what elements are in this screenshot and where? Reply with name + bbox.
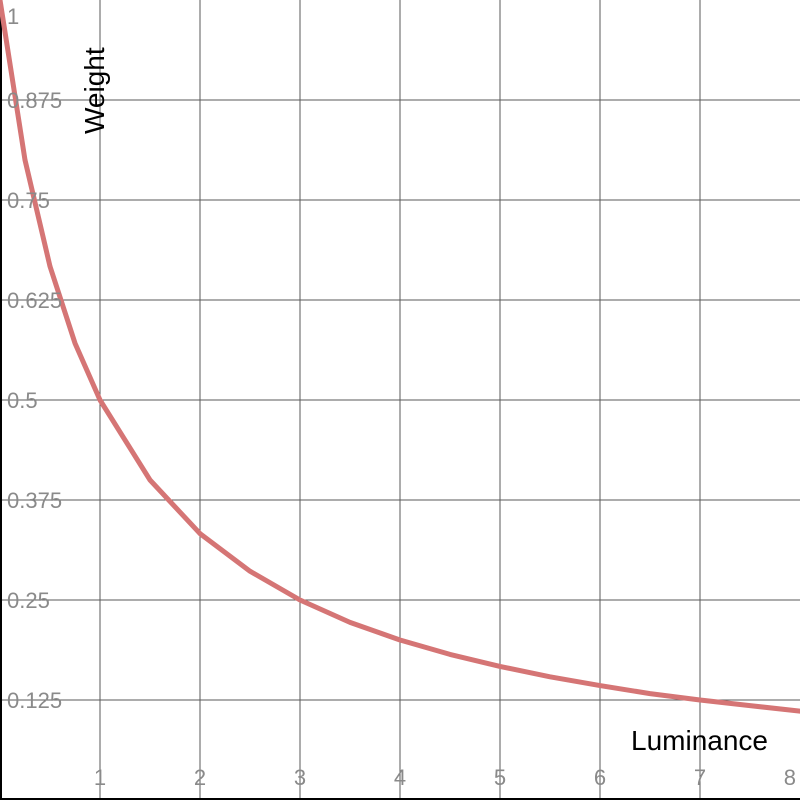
y-tick-label: 0.375	[7, 488, 62, 513]
y-tick-label: 0.875	[7, 88, 62, 113]
y-tick-label: 0.625	[7, 288, 62, 313]
x-tick-label: 8	[784, 765, 796, 790]
x-tick-label: 7	[694, 765, 706, 790]
y-tick-label: 0.125	[7, 688, 62, 713]
x-axis-title: Luminance	[631, 725, 768, 756]
y-tick-label: 1	[7, 4, 19, 29]
series-line	[0, 0, 800, 714]
x-tick-label: 4	[394, 765, 406, 790]
tick-labels: 1 2 3 4 5 6 7 8 0.125 0.25 0.375 0.5 0.625 0.75 0.875 1	[7, 4, 796, 790]
y-tick-label: 0.25	[7, 588, 50, 613]
y-axis-title: Weight	[79, 47, 110, 134]
y-tick-label: 0.75	[7, 188, 50, 213]
x-tick-label: 5	[494, 765, 506, 790]
x-tick-label: 2	[194, 765, 206, 790]
x-tick-label: 1	[94, 765, 106, 790]
series-layer	[0, 0, 800, 714]
x-tick-label: 6	[594, 765, 606, 790]
x-tick-label: 3	[294, 765, 306, 790]
y-tick-label: 0.5	[7, 388, 38, 413]
